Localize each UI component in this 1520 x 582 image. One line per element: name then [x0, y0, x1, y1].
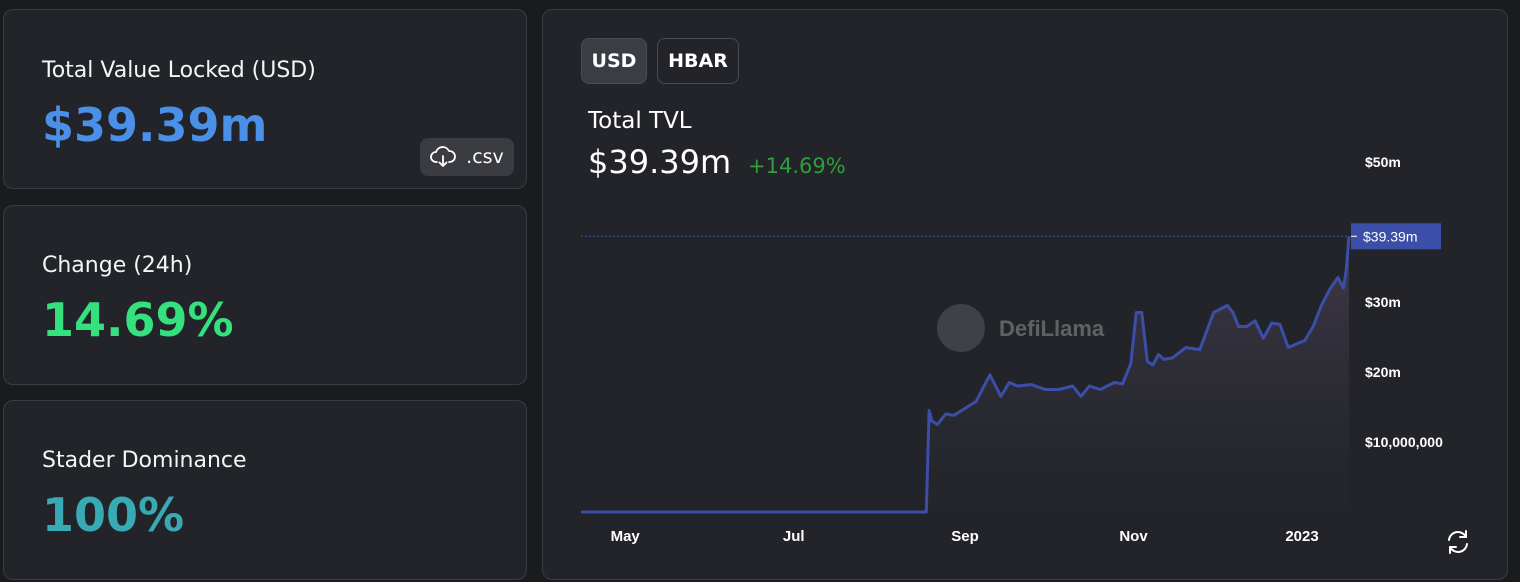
cloud-download-icon	[430, 146, 457, 167]
tvl-area-fill	[581, 236, 1349, 513]
x-tick-label: May	[611, 528, 641, 545]
x-tick-label: Nov	[1119, 528, 1148, 545]
tvl-card: Total Value Locked (USD) $39.39m .csv	[3, 9, 527, 189]
usd-toggle[interactable]: USD	[581, 38, 647, 84]
current-value-tag	[1351, 223, 1441, 250]
tvl-value: $39.39m	[42, 98, 268, 152]
dominance-title: Stader Dominance	[42, 448, 247, 473]
x-tick-label: Sep	[951, 528, 979, 545]
x-tick-label: Jul	[783, 528, 805, 545]
current-value-label: $39.39m	[1363, 228, 1417, 244]
change-title: Change (24h)	[42, 253, 193, 278]
csv-download-button[interactable]: .csv	[420, 138, 514, 176]
hbar-toggle[interactable]: HBAR	[657, 38, 739, 84]
y-tick-label: $10,000,000	[1365, 434, 1443, 450]
chart-card: USD HBAR Total TVL $39.39m +14.69% DefiL…	[542, 9, 1508, 580]
y-tick-label: $20m	[1365, 364, 1401, 380]
csv-label: .csv	[466, 146, 504, 168]
y-tick-label: $30m	[1365, 294, 1401, 310]
dominance-card: Stader Dominance 100%	[3, 400, 527, 580]
refresh-icon[interactable]	[1443, 527, 1473, 557]
x-tick-label: 2023	[1285, 528, 1318, 545]
tvl-title: Total Value Locked (USD)	[42, 58, 316, 83]
chart-value: $39.39m	[588, 143, 732, 181]
change-value: 14.69%	[42, 293, 234, 347]
llama-logo-icon	[937, 304, 985, 352]
change-card: Change (24h) 14.69%	[3, 205, 527, 385]
chart-change: +14.69%	[748, 154, 846, 178]
tvl-series-line	[581, 236, 1351, 514]
tvl-chart: DefiLlama May Jul Sep Nov 2023 $50m $30m $20m $…	[581, 154, 1443, 545]
dominance-value: 100%	[42, 488, 185, 542]
defillama-watermark: DefiLlama	[937, 304, 1105, 352]
y-tick-label: $50m	[1365, 154, 1401, 170]
watermark-text: DefiLlama	[999, 316, 1105, 341]
chart-title: Total TVL	[588, 108, 692, 134]
